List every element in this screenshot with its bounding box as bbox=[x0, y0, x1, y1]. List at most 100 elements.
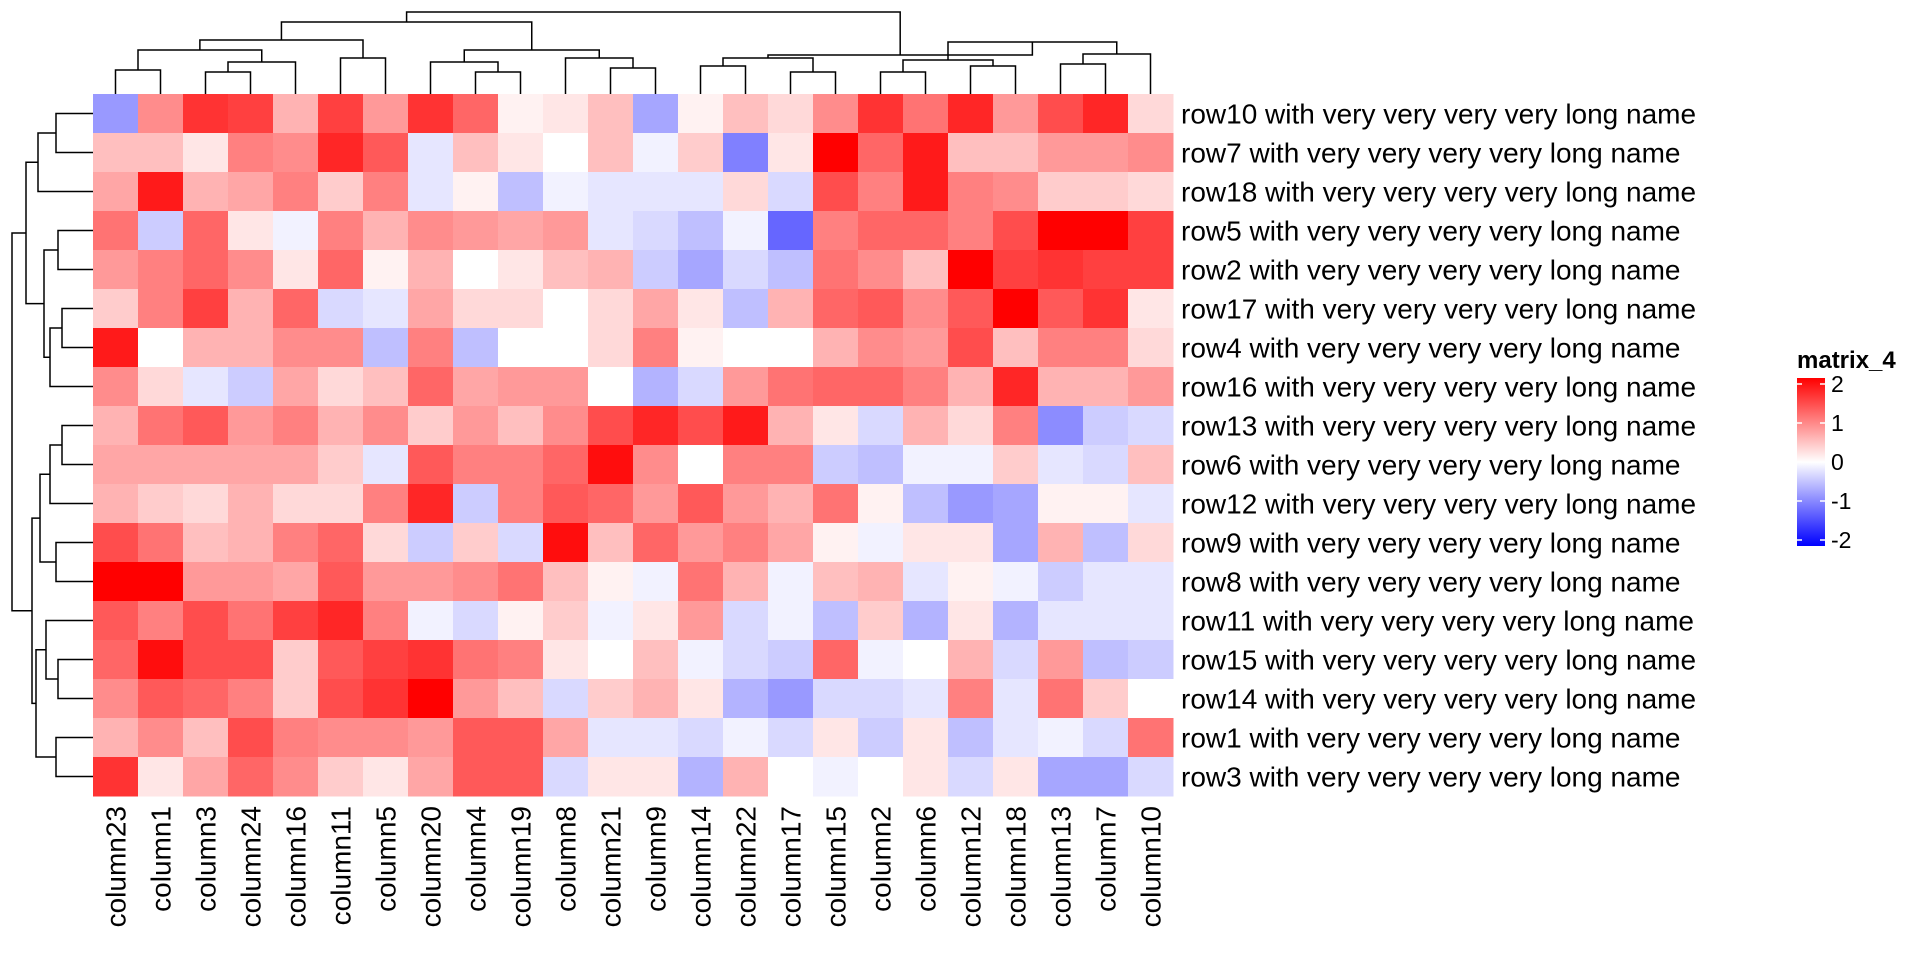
heatmap-cell bbox=[93, 445, 139, 485]
row-label: row14 with very very very very long name bbox=[1181, 684, 1696, 715]
heatmap-cell bbox=[858, 523, 904, 563]
heatmap-cell bbox=[678, 445, 724, 485]
heatmap-cell bbox=[318, 367, 364, 407]
heatmap-cell bbox=[1128, 406, 1174, 446]
heatmap-cell bbox=[453, 757, 499, 797]
row-label: row11 with very very very very long name bbox=[1181, 606, 1694, 637]
heatmap-cell bbox=[948, 718, 994, 758]
heatmap-cell bbox=[858, 718, 904, 758]
heatmap-cell bbox=[588, 289, 634, 329]
legend-title: matrix_4 bbox=[1797, 347, 1896, 374]
heatmap-cell bbox=[858, 367, 904, 407]
heatmap-cell bbox=[453, 289, 499, 329]
heatmap-cell bbox=[363, 367, 409, 407]
heatmap-cell bbox=[498, 172, 544, 212]
heatmap-cell bbox=[633, 757, 679, 797]
heatmap-cell bbox=[1038, 133, 1084, 173]
heatmap-cell bbox=[633, 367, 679, 407]
heatmap-cell bbox=[1083, 406, 1129, 446]
heatmap-cell bbox=[183, 172, 229, 212]
heatmap-cell bbox=[408, 562, 454, 602]
heatmap-cell bbox=[1083, 328, 1129, 368]
heatmap-cell bbox=[453, 250, 499, 290]
heatmap-cell bbox=[1083, 211, 1129, 251]
heatmap-cell bbox=[903, 718, 949, 758]
heatmap-cell bbox=[903, 250, 949, 290]
heatmap-cell bbox=[768, 562, 814, 602]
heatmap-cell bbox=[1038, 523, 1084, 563]
heatmap-cell bbox=[723, 172, 769, 212]
heatmap-cell bbox=[273, 211, 319, 251]
heatmap-cell bbox=[1038, 640, 1084, 680]
heatmap-cell bbox=[588, 406, 634, 446]
heatmap-cell bbox=[678, 367, 724, 407]
dendrogram-branch bbox=[11, 232, 32, 612]
heatmap-cell bbox=[228, 640, 274, 680]
heatmap-cell bbox=[768, 172, 814, 212]
heatmap-cell bbox=[633, 289, 679, 329]
heatmap-cell bbox=[813, 679, 859, 719]
heatmap-cell bbox=[453, 328, 499, 368]
heatmap-cell bbox=[453, 211, 499, 251]
column-label: column20 bbox=[416, 806, 447, 927]
heatmap-cell bbox=[678, 640, 724, 680]
heatmap-cell bbox=[498, 640, 544, 680]
heatmap-cell bbox=[1128, 640, 1174, 680]
heatmap-cell bbox=[453, 133, 499, 173]
heatmap-cell bbox=[633, 679, 679, 719]
column-label: column19 bbox=[506, 806, 537, 927]
heatmap-cell bbox=[183, 406, 229, 446]
heatmap-cell bbox=[588, 172, 634, 212]
heatmap-cell bbox=[903, 133, 949, 173]
heatmap-cell bbox=[948, 484, 994, 524]
heatmap-cell bbox=[183, 718, 229, 758]
heatmap-cell bbox=[93, 523, 139, 563]
heatmap-cell bbox=[453, 367, 499, 407]
row-label: row18 with very very very very long name bbox=[1181, 177, 1696, 208]
heatmap-cell bbox=[138, 523, 184, 563]
heatmap-cell bbox=[723, 94, 769, 134]
heatmap-cell bbox=[138, 289, 184, 329]
heatmap-cell bbox=[1038, 289, 1084, 329]
heatmap-cell bbox=[453, 406, 499, 446]
heatmap-cell bbox=[228, 484, 274, 524]
heatmap-cell bbox=[813, 562, 859, 602]
heatmap-cell bbox=[1128, 757, 1174, 797]
heatmap-cell bbox=[228, 562, 274, 602]
heatmap-cell bbox=[948, 289, 994, 329]
column-label: column13 bbox=[1046, 806, 1077, 927]
heatmap-cell bbox=[498, 406, 544, 446]
heatmap-cell bbox=[1083, 250, 1129, 290]
dendrogram-branch bbox=[55, 541, 93, 583]
heatmap-cell bbox=[183, 640, 229, 680]
dendrogram-branch bbox=[722, 57, 814, 72]
heatmap-cell bbox=[768, 523, 814, 563]
heatmap-cell bbox=[1038, 484, 1084, 524]
heatmap-cell bbox=[228, 679, 274, 719]
heatmap-cell bbox=[543, 484, 589, 524]
column-label: column23 bbox=[101, 806, 132, 927]
heatmap-cell bbox=[93, 562, 139, 602]
heatmap-cell bbox=[1038, 211, 1084, 251]
heatmap-cell bbox=[768, 757, 814, 797]
dendrogram-branch bbox=[280, 21, 533, 50]
heatmap-cell bbox=[543, 94, 589, 134]
legend-tick-label: 0 bbox=[1831, 449, 1844, 475]
heatmap-cell bbox=[948, 757, 994, 797]
heatmap-cell bbox=[363, 211, 409, 251]
heatmap-cell bbox=[93, 250, 139, 290]
heatmap-cell bbox=[228, 601, 274, 641]
heatmap-cell bbox=[318, 562, 364, 602]
row-label: row17 with very very very very long name bbox=[1181, 294, 1696, 325]
heatmap-cell bbox=[273, 679, 319, 719]
heatmap-cell bbox=[723, 484, 769, 524]
heatmap-cell bbox=[903, 211, 949, 251]
heatmap-cell bbox=[543, 523, 589, 563]
heatmap-cell bbox=[1083, 562, 1129, 602]
row-label: row15 with very very very very long name bbox=[1181, 645, 1696, 676]
heatmap-cell bbox=[588, 562, 634, 602]
heatmap-cell bbox=[633, 718, 679, 758]
heatmap-cell bbox=[408, 757, 454, 797]
heatmap-cell bbox=[1128, 562, 1174, 602]
heatmap-cell bbox=[948, 679, 994, 719]
